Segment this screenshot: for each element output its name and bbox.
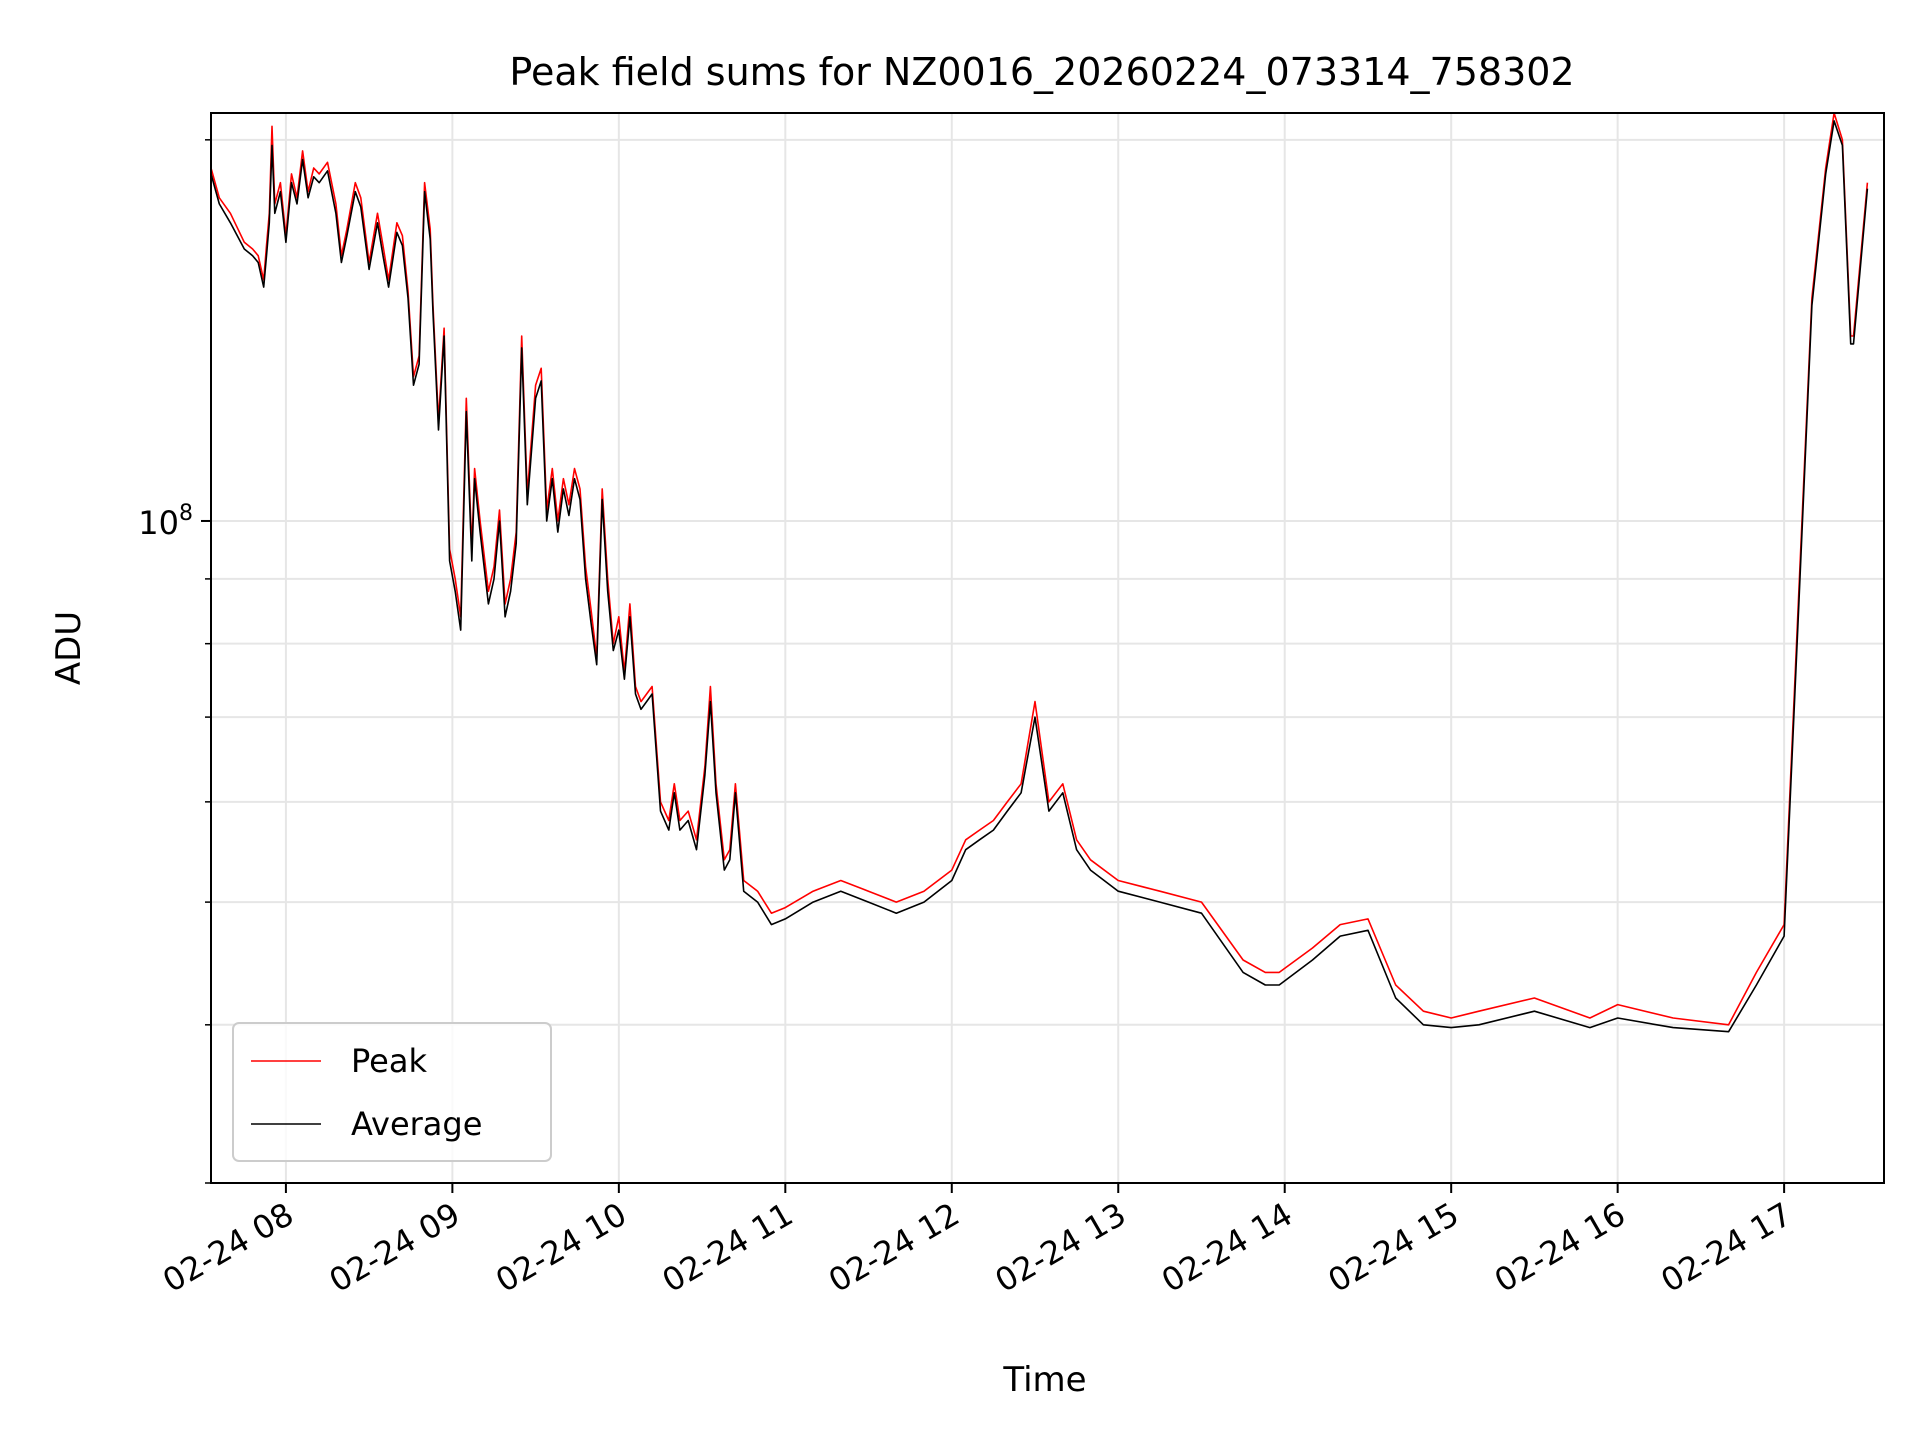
plot-frame bbox=[210, 112, 1885, 1184]
y-axis-label: ADU bbox=[49, 611, 89, 685]
series-line-peak bbox=[210, 112, 1869, 1026]
y-axis-ticks: 108 bbox=[138, 139, 211, 1184]
plot-series bbox=[210, 112, 1869, 1033]
legend-label-average: Average bbox=[351, 1105, 482, 1143]
legend-label-peak: Peak bbox=[351, 1042, 427, 1080]
y-tick-label-base: 10 bbox=[138, 504, 179, 542]
y-tick-label: 108 bbox=[138, 501, 193, 542]
y-tick-label-exponent: 8 bbox=[179, 501, 193, 526]
series-line-average bbox=[210, 120, 1869, 1033]
x-axis-label: Time bbox=[1002, 1360, 1086, 1400]
legend: Peak Average bbox=[232, 1022, 552, 1162]
chart-title: Peak field sums for NZ0016_20260224_0733… bbox=[509, 50, 1574, 94]
legend-box bbox=[232, 1022, 552, 1162]
